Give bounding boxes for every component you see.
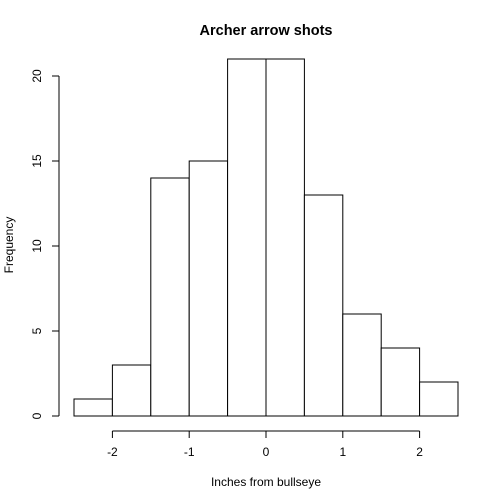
histogram-bar-7 (342, 313, 382, 417)
histogram-bar-0 (73, 398, 113, 417)
y-tick-label: 20 (30, 69, 44, 83)
x-axis-label: Inches from bullseye (211, 475, 321, 489)
y-axis: 0 5 10 15 20 (30, 69, 60, 419)
y-tick-label: 10 (30, 239, 44, 253)
histogram-bar-9 (419, 381, 459, 417)
x-tick-label: -2 (107, 445, 118, 459)
histogram-bar-5 (265, 58, 305, 417)
histogram-bar-8 (380, 347, 421, 417)
y-tick-label: 15 (30, 154, 44, 168)
x-tick-label: 0 (263, 445, 270, 459)
y-axis-label: Frequency (2, 217, 16, 274)
histogram-bar-6 (303, 194, 344, 417)
x-tick-label: 1 (339, 445, 346, 459)
histogram-bar-2 (150, 177, 190, 417)
x-tick-label: 2 (416, 445, 423, 459)
x-tick-label: -1 (184, 445, 195, 459)
histogram-bar-1 (111, 364, 152, 417)
y-tick-label: 0 (30, 412, 44, 419)
histogram-bar-4 (227, 58, 267, 417)
chart-title: Archer arrow shots (200, 23, 333, 39)
y-tick-label: 5 (30, 327, 44, 334)
bars-group (73, 58, 459, 417)
histogram-bar-3 (188, 160, 229, 417)
x-axis: -2 -1 0 1 2 (107, 430, 423, 459)
